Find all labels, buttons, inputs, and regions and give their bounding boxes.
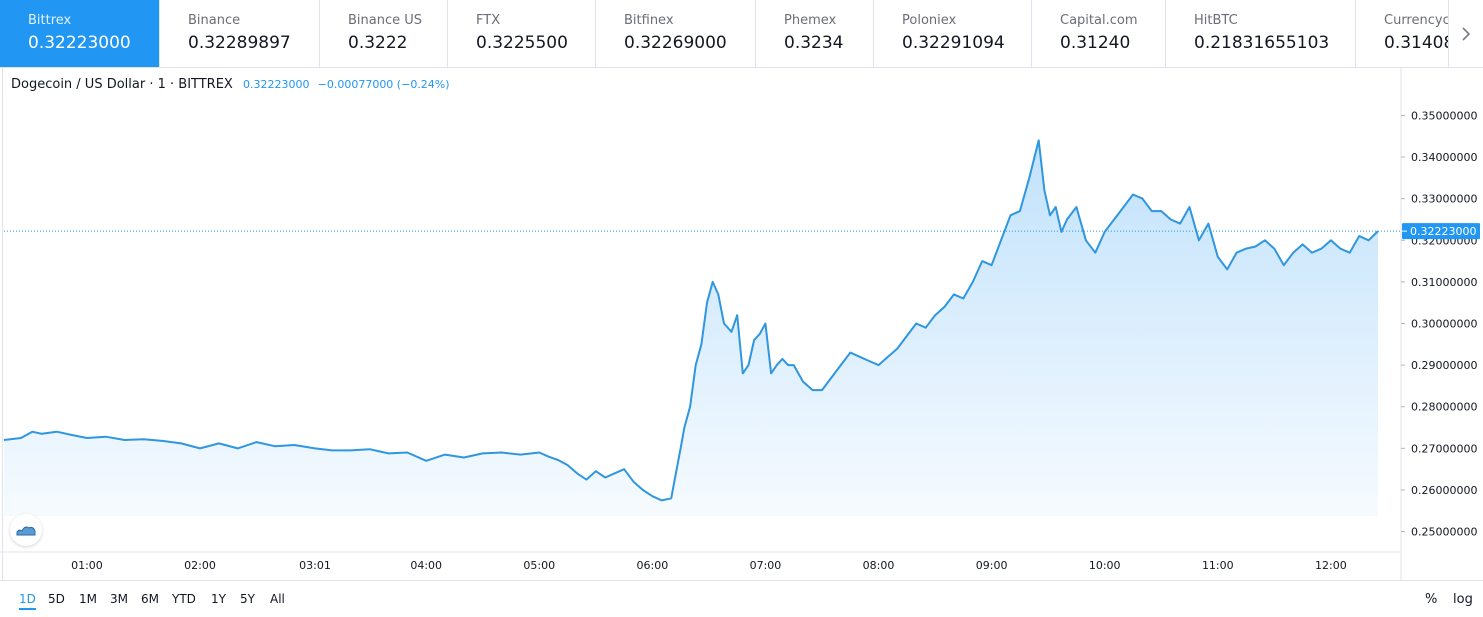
range-button-1d[interactable]: 1D — [19, 592, 36, 610]
exchange-name: Binance US — [348, 13, 423, 28]
x-tick-label: 02:00 — [184, 559, 216, 572]
range-button-5d[interactable]: 5D — [48, 592, 65, 606]
exchange-tab-poloniex[interactable]: Poloniex 0.32291094 — [874, 0, 1032, 67]
exchange-price: 0.32291094 — [902, 33, 1005, 53]
last-price-badge-label: 0.32223000 — [1410, 225, 1476, 238]
range-button-3m[interactable]: 3M — [110, 592, 128, 606]
last-price-badge — [1402, 223, 1480, 240]
exchange-price: 0.32223000 — [28, 33, 131, 53]
y-tick-label: 0.27000000 — [1411, 442, 1477, 455]
y-tick-label: 0.26000000 — [1411, 484, 1477, 497]
x-tick-label: 06:00 — [637, 559, 669, 572]
chart-legend: Dogecoin / US Dollar · 1 · BITTREX 0.322… — [11, 77, 450, 92]
exchange-tab-capital-com[interactable]: Capital.com 0.31240 — [1032, 0, 1166, 67]
price-series-line[interactable] — [3, 139, 1379, 502]
exchange-tab-ftx[interactable]: FTX 0.3225500 — [448, 0, 596, 67]
range-button-6m[interactable]: 6M — [141, 592, 159, 606]
exchange-tab-binance[interactable]: Binance 0.32289897 — [160, 0, 320, 67]
x-tick-label: 07:00 — [750, 559, 782, 572]
exchange-name: Capital.com — [1060, 13, 1138, 28]
y-tick-label: 0.35000000 — [1411, 109, 1477, 122]
y-tick-label: 0.25000000 — [1411, 526, 1477, 539]
exchange-name: HitBTC — [1194, 13, 1238, 28]
range-button-5y[interactable]: 5Y — [240, 592, 255, 606]
range-button-all[interactable]: All — [270, 592, 285, 606]
chart-frame — [2, 68, 1483, 580]
x-tick-label: 05:00 — [523, 559, 555, 572]
tradingview-logo-icon[interactable] — [10, 514, 42, 546]
exchange-price: 0.3222 — [348, 33, 408, 53]
legend-last-value: 0.32223000 — [242, 78, 310, 91]
exchange-tabs: Bittrex 0.32223000 Binance 0.32289897 Binanc… — [0, 0, 1483, 68]
y-tick-label: 0.34000000 — [1411, 151, 1477, 164]
price-chart[interactable]: 0.350000000.340000000.330000000.32000000… — [0, 68, 1483, 580]
y-tick-label: 0.31000000 — [1411, 276, 1477, 289]
y-tick-label: 0.30000000 — [1411, 318, 1477, 331]
exchange-price: 0.32289897 — [188, 33, 291, 53]
x-tick-label: 04:00 — [410, 559, 442, 572]
exchange-name: Bitfinex — [624, 13, 674, 28]
legend-symbol: Dogecoin / US Dollar · 1 · BITTREX — [11, 77, 233, 92]
exchange-name: Binance — [188, 13, 241, 28]
log-scale-button[interactable]: log — [1453, 592, 1473, 607]
y-tick-label: 0.33000000 — [1411, 193, 1477, 206]
x-tick-label: 08:00 — [863, 559, 895, 572]
exchange-price: 0.3234 — [784, 33, 844, 53]
range-button-1m[interactable]: 1M — [79, 592, 97, 606]
price-area-fill — [4, 140, 1378, 516]
chevron-right-icon[interactable] — [1448, 0, 1483, 67]
exchange-price: 0.21831655103 — [1194, 33, 1330, 53]
exchange-price: 0.31408 — [1384, 33, 1455, 53]
exchange-tab-binance-us[interactable]: Binance US 0.3222 — [320, 0, 448, 67]
bottom-toolbar: 1D 5D 1M 3M 6M YTD 1Y 5Y All% log — [0, 580, 1483, 617]
x-tick-label: 01:00 — [71, 559, 103, 572]
y-tick-label: 0.28000000 — [1411, 401, 1477, 414]
x-tick-label: 03:01 — [299, 559, 331, 572]
x-tick-label: 10:00 — [1089, 559, 1121, 572]
y-tick-label: 0.29000000 — [1411, 359, 1477, 372]
exchange-name: Bittrex — [28, 13, 72, 28]
exchange-name: Poloniex — [902, 13, 957, 28]
exchange-price: 0.32269000 — [624, 33, 727, 53]
range-button-ytd[interactable]: YTD — [172, 592, 196, 606]
x-tick-label: 11:00 — [1202, 559, 1234, 572]
exchange-tab-bittrex[interactable]: Bittrex 0.32223000 — [0, 0, 160, 67]
range-button-1y[interactable]: 1Y — [211, 592, 226, 606]
x-tick-label: 09:00 — [976, 559, 1008, 572]
exchange-tab-bitfinex[interactable]: Bitfinex 0.32269000 — [596, 0, 756, 67]
exchange-name: Phemex — [784, 13, 837, 28]
exchange-price: 0.31240 — [1060, 33, 1131, 53]
x-tick-label: 12:00 — [1315, 559, 1347, 572]
exchange-name: FTX — [476, 13, 501, 28]
percent-scale-button[interactable]: % — [1425, 592, 1438, 607]
legend-change: −0.00077000 (−0.24%) — [317, 78, 450, 91]
exchange-tab-hitbtc[interactable]: HitBTC 0.21831655103 — [1166, 0, 1356, 67]
exchange-tab-phemex[interactable]: Phemex 0.3234 — [756, 0, 874, 67]
exchange-price: 0.3225500 — [476, 33, 568, 53]
